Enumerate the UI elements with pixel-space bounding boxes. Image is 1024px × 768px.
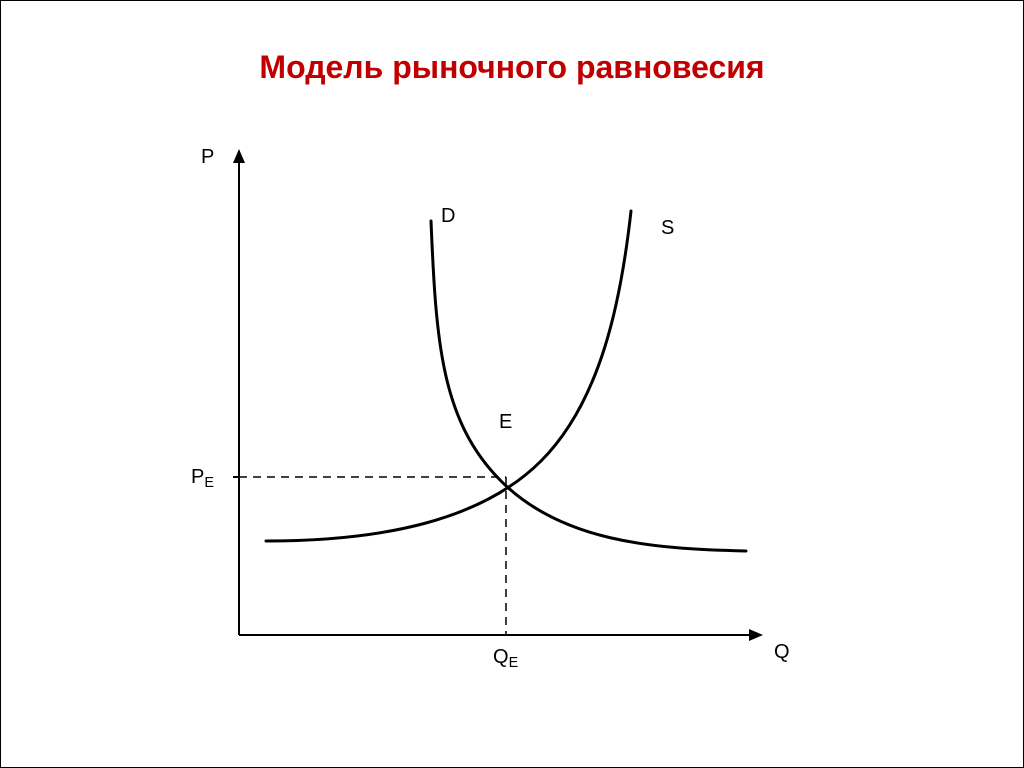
y-axis-label: P [201, 146, 214, 169]
equilibrium-label: E [499, 411, 512, 434]
qe-label: QE [493, 646, 518, 669]
chart-svg [181, 141, 801, 701]
demand-label: D [441, 205, 455, 228]
slide-frame: Модель рыночного равновесия P Q PE QE D … [0, 0, 1024, 768]
x-axis-label: Q [774, 641, 790, 664]
page-title: Модель рыночного равновесия [1, 49, 1023, 86]
equilibrium-chart: P Q PE QE D S E [181, 141, 801, 701]
supply-label: S [661, 217, 674, 240]
pe-label: PE [191, 466, 214, 489]
title-text: Модель рыночного равновесия [259, 49, 764, 85]
